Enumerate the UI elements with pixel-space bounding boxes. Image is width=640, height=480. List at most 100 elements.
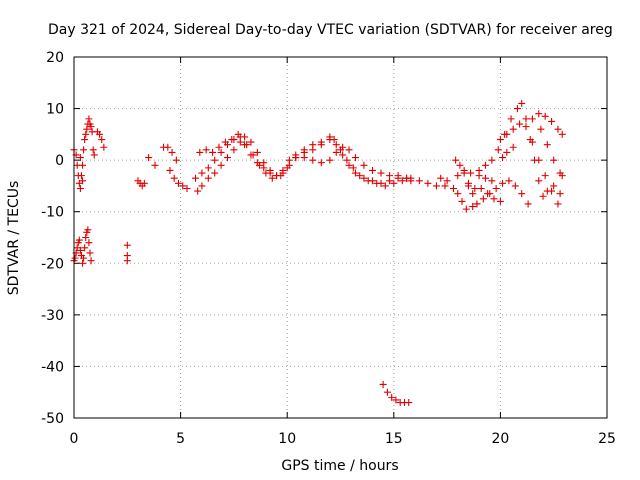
data-point (317, 159, 325, 167)
data-point (524, 200, 532, 208)
data-point (432, 182, 440, 190)
data-point (77, 172, 85, 180)
data-point (217, 161, 225, 169)
data-point (249, 151, 257, 159)
data-point (81, 136, 89, 144)
data-point (484, 190, 492, 198)
data-point (467, 169, 475, 177)
data-point (394, 172, 402, 180)
y-tick-label: 20 (46, 50, 64, 66)
data-point (481, 174, 489, 182)
data-point (349, 164, 357, 172)
data-point (386, 172, 394, 180)
data-point (230, 136, 238, 144)
data-point (179, 182, 187, 190)
data-point (488, 177, 496, 185)
data-point (326, 133, 334, 141)
data-point (253, 148, 261, 156)
data-point (388, 393, 396, 401)
data-point (140, 179, 148, 187)
data-point (509, 125, 517, 133)
data-point (96, 130, 104, 138)
data-point (518, 99, 526, 107)
y-tick-label: 0 (55, 153, 64, 169)
data-point (373, 179, 381, 187)
data-point (209, 148, 217, 156)
data-point (87, 257, 95, 265)
data-point (339, 151, 347, 159)
x-tick-label: 0 (70, 431, 79, 447)
data-point (215, 143, 223, 151)
data-point (469, 190, 477, 198)
data-point (481, 161, 489, 169)
data-point (458, 197, 466, 205)
y-tick-label: -40 (41, 359, 64, 375)
data-point (279, 166, 287, 174)
data-point (326, 156, 334, 164)
data-point (499, 179, 507, 187)
data-point (317, 138, 325, 146)
data-point (345, 146, 353, 154)
data-point (443, 177, 451, 185)
data-point (76, 185, 84, 193)
data-point (230, 146, 238, 154)
data-point (123, 241, 131, 249)
data-point (164, 143, 172, 151)
data-point (330, 136, 338, 144)
data-point (513, 105, 521, 113)
y-axis-label: SDTVAR / TECUs (6, 181, 22, 296)
data-point (550, 182, 558, 190)
data-point (217, 148, 225, 156)
data-point (224, 154, 232, 162)
data-point (82, 234, 90, 241)
data-point (496, 136, 504, 144)
series-pre-5h (134, 143, 191, 193)
data-point (469, 203, 477, 211)
data-point (83, 125, 91, 133)
data-point (170, 174, 178, 182)
data-point (503, 130, 511, 138)
data-point (85, 239, 93, 247)
data-point (415, 177, 423, 185)
data-point (407, 174, 415, 182)
data-point (255, 161, 263, 169)
series-late-arches (475, 99, 566, 208)
data-point (285, 156, 293, 164)
data-point (496, 197, 504, 205)
data-point (528, 138, 536, 146)
data-point (535, 110, 543, 118)
data-point (541, 112, 549, 120)
data-point (471, 185, 479, 193)
data-point (194, 187, 202, 195)
series-track-b (196, 130, 411, 182)
data-point (460, 169, 468, 177)
y-axis-ticks: -50 -40 -30 -20 -10 0 10 20 (41, 50, 607, 427)
data-point (202, 146, 210, 154)
data-point (351, 154, 359, 162)
data-point (558, 172, 566, 180)
y-tick-label: -20 (41, 256, 64, 272)
data-point (522, 115, 530, 123)
data-point (82, 130, 90, 138)
data-point (507, 115, 515, 123)
data-point (398, 177, 406, 185)
data-point (437, 174, 445, 182)
data-point (277, 172, 285, 180)
data-point (456, 161, 464, 169)
data-point (204, 174, 212, 182)
data-point (528, 115, 536, 123)
data-point (86, 249, 94, 257)
x-tick-label: 25 (598, 431, 616, 447)
x-axis-label: GPS time / hours (281, 458, 398, 474)
data-point (224, 141, 232, 149)
data-point (332, 148, 340, 156)
data-point (79, 161, 87, 169)
data-point (405, 399, 413, 407)
data-point (79, 177, 87, 185)
data-point (511, 182, 519, 190)
data-point (381, 182, 389, 190)
data-point (516, 120, 524, 128)
data-point (80, 146, 88, 154)
data-point (300, 154, 308, 162)
